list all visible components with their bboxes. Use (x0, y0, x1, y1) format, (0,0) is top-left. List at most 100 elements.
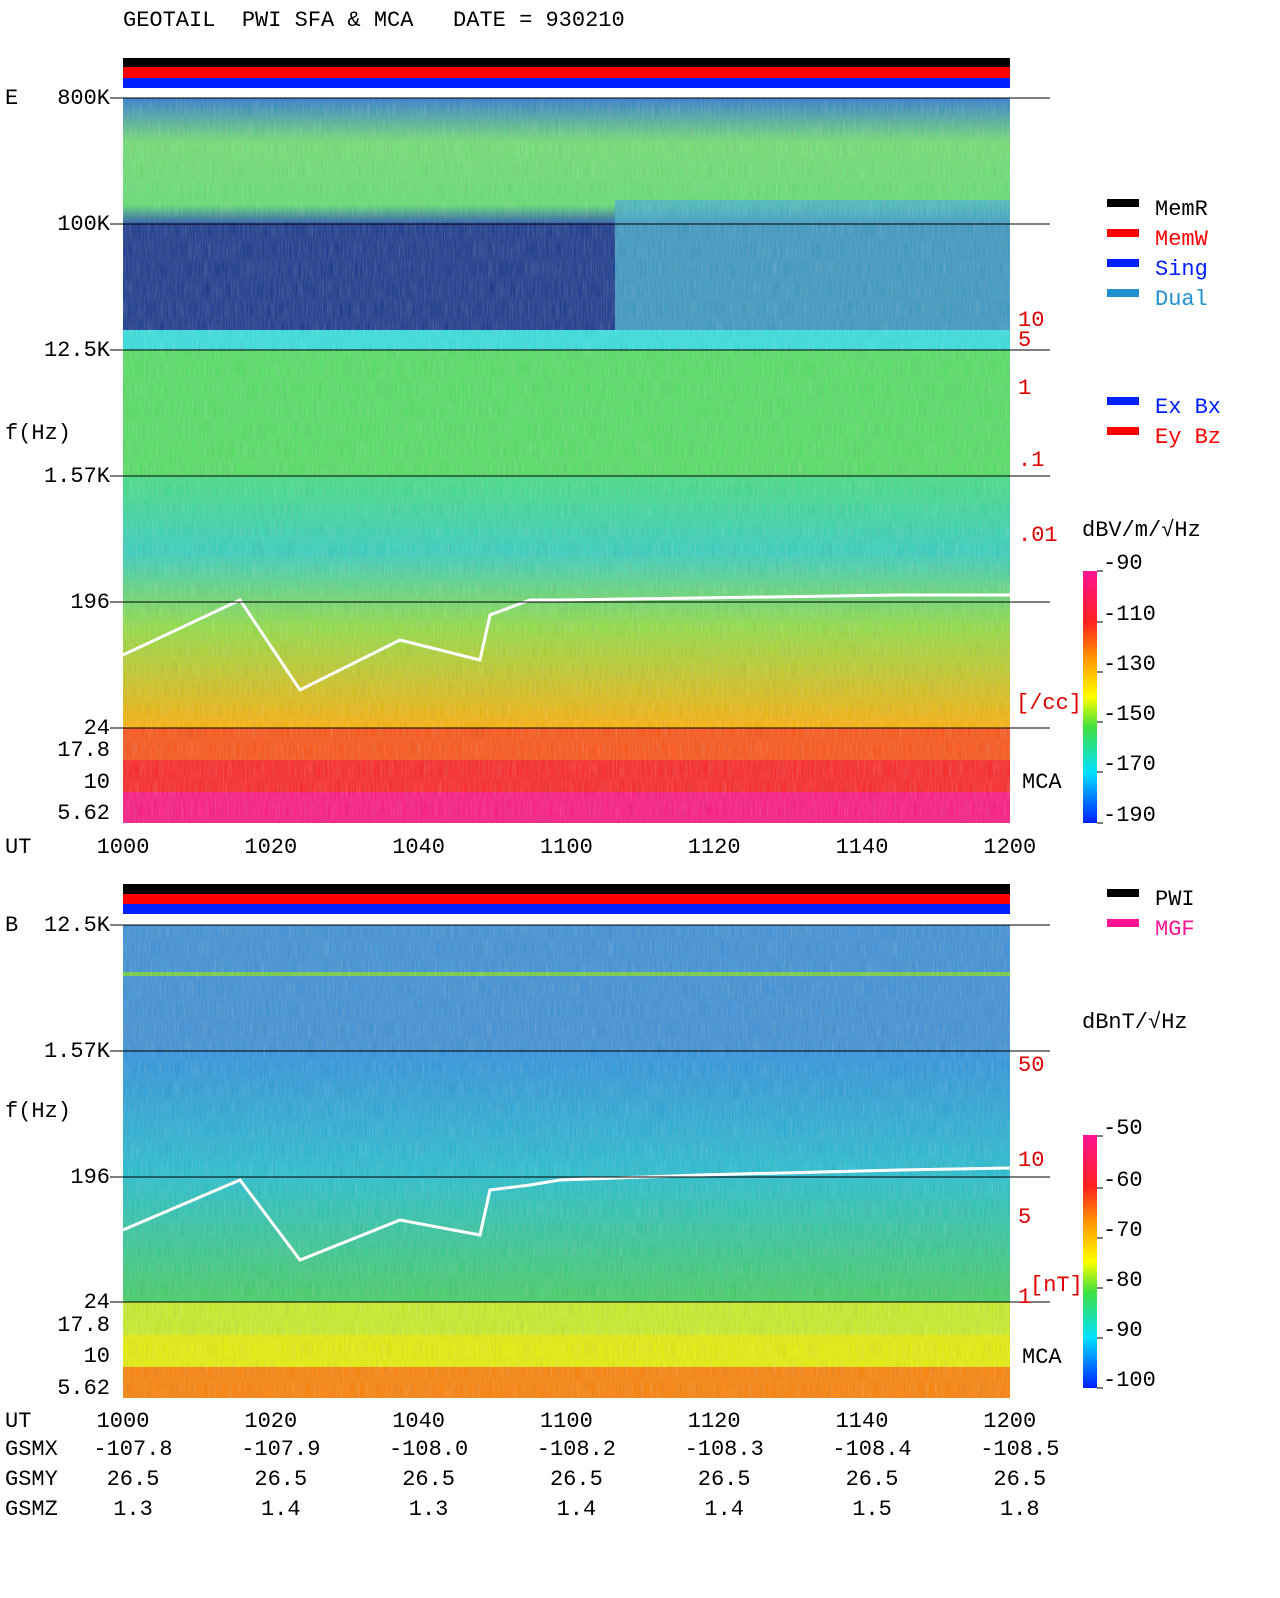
status-bar (123, 884, 1010, 894)
orbit-value: 1.3 (409, 1497, 449, 1522)
orbit-value: 1.4 (261, 1497, 301, 1522)
colorbar-tick-label: -90 (1103, 551, 1143, 576)
orbit-value: -108.5 (980, 1437, 1059, 1462)
colorbar-tick-label: -60 (1103, 1168, 1143, 1193)
time-label: UT (5, 835, 31, 860)
orbit-value: 1.4 (704, 1497, 744, 1522)
legend-swatch (1107, 397, 1139, 405)
orbit-value: -108.4 (832, 1437, 911, 1462)
status-bar (123, 894, 1010, 904)
legend-label: MemR (1155, 197, 1208, 222)
colorbar-tick-label: -90 (1103, 1318, 1143, 1343)
y-tick-label: 800K (57, 86, 111, 111)
panel-label: E (5, 86, 18, 111)
colorbar-tick-label: -100 (1103, 1368, 1156, 1393)
legend-label: Ey Bz (1155, 425, 1221, 450)
orbit-value: 26.5 (107, 1467, 160, 1492)
y-tick-label: 24 (84, 716, 110, 741)
plasma-line (122, 593, 1010, 692)
colorbar (1083, 1135, 1097, 1388)
colorbar-tick-label: -110 (1103, 602, 1156, 627)
x-tick-label: 1100 (540, 835, 593, 860)
legend-swatch (1107, 919, 1139, 927)
legend-swatch (1107, 229, 1139, 237)
orbit-value: 26.5 (993, 1467, 1046, 1492)
legend-swatch (1107, 889, 1139, 897)
legend-swatch (1107, 289, 1139, 297)
orbit-row-label: UT (5, 1409, 31, 1434)
orbit-value: 1200 (983, 1409, 1036, 1434)
orbit-value: 1.5 (852, 1497, 892, 1522)
legend-label: MGF (1155, 917, 1195, 942)
colorbar-tick-label: -130 (1103, 652, 1156, 677)
y-tick-label: 1.57K (44, 464, 111, 489)
status-bar (123, 78, 1010, 88)
x-tick-label: 1040 (392, 835, 445, 860)
legend-label: Ex Bx (1155, 395, 1221, 420)
density-unit: [/cc] (1016, 691, 1082, 716)
texture (123, 98, 1010, 823)
colorbar-label: dBnT/√Hz (1082, 1010, 1188, 1035)
x-tick-label: 1000 (97, 835, 150, 860)
colorbar-tick-label: -80 (1103, 1268, 1143, 1293)
field-label: 50 (1018, 1053, 1044, 1078)
y-tick-label: 10 (84, 1344, 110, 1369)
y-tick-label: 196 (70, 1165, 110, 1190)
orbit-value: 1040 (392, 1409, 445, 1434)
status-bar (123, 904, 1010, 914)
legend-label: MemW (1155, 227, 1209, 252)
y-tick-label: 196 (70, 590, 110, 615)
orbit-row-label: GSMZ (5, 1497, 58, 1522)
orbit-value: -108.3 (685, 1437, 764, 1462)
x-tick-label: 1200 (983, 835, 1036, 860)
legend-swatch (1107, 259, 1139, 267)
field-line (122, 1166, 1011, 1262)
orbit-value: 26.5 (550, 1467, 603, 1492)
orbit-value: 26.5 (846, 1467, 899, 1492)
axis-label: f(Hz) (5, 1099, 71, 1124)
y-tick-label: 17.8 (57, 738, 110, 763)
orbit-value: 1100 (540, 1409, 593, 1434)
y-tick-label: 24 (84, 1290, 110, 1315)
field-label: 5 (1018, 1205, 1031, 1230)
y-tick-label: 5.62 (57, 801, 110, 826)
orbit-value: 26.5 (698, 1467, 751, 1492)
y-tick-label: 10 (84, 770, 110, 795)
density-label: 5 (1018, 328, 1031, 353)
colorbar-tick-label: -150 (1103, 702, 1156, 727)
y-tick-label: 12.5K (44, 913, 111, 938)
colorbar (1083, 571, 1097, 823)
orbit-value: 1.4 (557, 1497, 597, 1522)
orbit-value: 26.5 (254, 1467, 307, 1492)
legend-swatch (1107, 199, 1139, 207)
status-bar (123, 67, 1010, 78)
colorbar-label: dBV/m/√Hz (1082, 518, 1201, 543)
orbit-value: -108.2 (537, 1437, 616, 1462)
y-tick-label: 5.62 (57, 1376, 110, 1401)
field-unit: [nT] (1030, 1273, 1083, 1298)
y-tick-label: 1.57K (44, 1039, 111, 1064)
orbit-value: 1.3 (113, 1497, 153, 1522)
orbit-value: 26.5 (402, 1467, 455, 1492)
density-label: .1 (1018, 448, 1044, 473)
colorbar-tick-label: -70 (1103, 1218, 1143, 1243)
orbit-value: -108.0 (389, 1437, 468, 1462)
orbit-value: 1020 (244, 1409, 297, 1434)
y-tick-label: 12.5K (44, 338, 111, 363)
y-tick-label: 17.8 (57, 1313, 110, 1338)
orbit-row-label: GSMX (5, 1437, 58, 1462)
density-label: 10 (1018, 308, 1044, 333)
field-label: 10 (1018, 1148, 1044, 1173)
legend-label: Dual (1155, 287, 1208, 312)
x-tick-label: 1140 (836, 835, 889, 860)
colorbar-tick-label: -190 (1103, 803, 1156, 828)
panel-label: B (5, 913, 18, 938)
orbit-value: 1120 (688, 1409, 741, 1434)
orbit-value: 1140 (836, 1409, 889, 1434)
x-tick-label: 1120 (688, 835, 741, 860)
orbit-value: 1.8 (1000, 1497, 1040, 1522)
title: GEOTAIL PWI SFA & MCA DATE = 930210 (123, 8, 625, 33)
texture (123, 925, 1010, 1398)
field-label: 1 (1018, 1285, 1031, 1310)
